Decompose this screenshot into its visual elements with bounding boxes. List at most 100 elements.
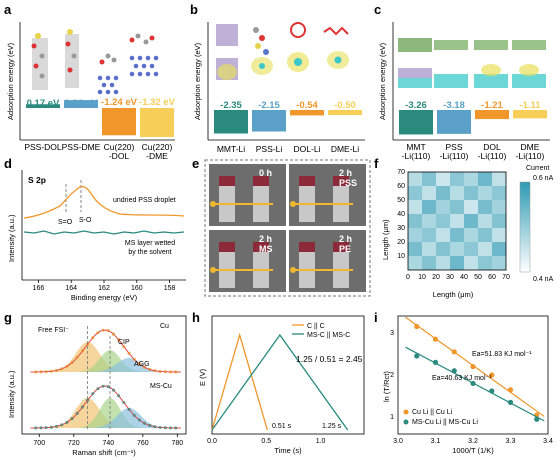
i-legend-cu: Cu Li || Cu Li (412, 409, 453, 416)
d-peak-s-eq-o: S=O (58, 219, 73, 226)
bar-2 (475, 110, 509, 120)
f-cell (408, 172, 422, 186)
a-molecule-pss-dol (31, 33, 48, 90)
f-xtick-0: 0 (406, 274, 410, 281)
e-photos: 0 h 2 h PSS 2 h MS 2 h PE (209, 164, 366, 292)
i-point-1-2 (451, 368, 457, 374)
panel-label-a: a (4, 2, 12, 17)
f-cell (422, 172, 436, 186)
bar-0 (214, 110, 248, 134)
d-xlabel: Binding energy (eV) (71, 293, 138, 302)
f-cell (436, 172, 450, 186)
bar-label-0: MMT-Li (217, 144, 245, 154)
d-tick-164: 164 (65, 285, 77, 292)
f-ytick-70: 70 (397, 169, 405, 176)
f-cell (408, 186, 422, 200)
h-ratio: 1.25 / 0.51 = 2.45 (296, 354, 363, 364)
h-xlabel: Time (s) (274, 446, 302, 455)
f-cell (478, 242, 492, 256)
c-slabs (398, 38, 546, 88)
i-point-0-2 (451, 349, 457, 355)
bar-value-0: -3.26 (405, 100, 427, 111)
f-cell (492, 200, 506, 214)
f-xtick-70: 70 (502, 274, 510, 281)
a-cu-slab (99, 33, 155, 65)
panel-a: a Adsorption energy (eV) 0.17 eVPSS-DOL0… (4, 2, 176, 161)
d-ticks: 166 164 162 160 158 (33, 280, 176, 292)
f-ytick-20: 20 (397, 239, 405, 246)
f-cell (450, 242, 464, 256)
bar-value-1: -2.15 (258, 100, 280, 111)
f-cell (492, 186, 506, 200)
bar-value-3: -0.50 (334, 100, 356, 111)
i-point-0-1 (432, 336, 439, 342)
d-legend-ms: MS layer wetted by the solvent (125, 240, 175, 256)
d-title: S 2p (28, 175, 46, 185)
e-photo-label-0: 0 h (259, 168, 272, 178)
h-line-c (211, 332, 268, 431)
i-point-1-5 (507, 399, 514, 405)
bar-2 (102, 108, 136, 136)
f-cell (436, 228, 450, 242)
i-ticks: 3.0 3.1 3.2 3.3 3.4 1 2 3 (390, 330, 553, 445)
f-colorbar-max: 0.6 nA (533, 175, 554, 182)
bar-label-0: MMT -Li(110) (402, 142, 431, 161)
f-cell (492, 256, 506, 270)
i-xtick-3.2: 3.2 (468, 438, 478, 445)
b-structures (216, 22, 349, 80)
f-colorbar-min: 0.4 nA (533, 276, 554, 283)
f-cell (492, 172, 506, 186)
g-tick-700: 700 (33, 440, 45, 447)
f-cell (422, 214, 436, 228)
i-xlabel: 1000/T (1/K) (452, 446, 494, 455)
g-species-free-fsi: Free FSI⁻ (38, 327, 69, 334)
b-bars: -2.35 MMT-Li -2.15 PSS-Li -0.54 DOL-Li -0.50 DM… (214, 100, 362, 154)
f-cell (478, 200, 492, 214)
i-point-0-4 (489, 372, 495, 378)
g-ylabel: Intensity (a.u.) (7, 370, 16, 418)
i-point-1-4 (489, 388, 495, 394)
panel-label-f: f (374, 156, 379, 171)
f-cell (478, 186, 492, 200)
bar-value-3: -1.11 (519, 100, 541, 111)
f-ytick-30: 30 (397, 225, 405, 232)
f-cell (408, 214, 422, 228)
f-cell (408, 200, 422, 214)
a-ylabel: Adsorption energy (eV) (6, 42, 15, 120)
f-cell (450, 172, 464, 186)
d-tick-162: 162 (98, 285, 110, 292)
i-point-1-6 (534, 416, 540, 422)
h-tick-0.5: 0.5 (261, 438, 271, 445)
bar-3 (513, 110, 547, 119)
panel-b: b Adsorption energy (eV) -2.35 MMT-Li -2.1… (190, 2, 365, 154)
g-tick-780: 780 (172, 440, 184, 447)
f-ytick-10: 10 (397, 253, 405, 260)
i-ytick-3: 3 (390, 330, 394, 337)
c-ylabel: Adsorption energy (eV) (378, 42, 387, 120)
bar-label-0: PSS-DOL (24, 142, 62, 152)
f-heatmap (407, 171, 507, 271)
f-xtick-40: 40 (460, 274, 468, 281)
bar-3 (328, 110, 362, 115)
panel-label-c: c (374, 2, 381, 17)
f-cell (408, 242, 422, 256)
d-peak-s-o: S-O (79, 217, 92, 224)
bar-label-1: PSS-Li (256, 144, 283, 154)
g-sample-cu: Cu (160, 323, 169, 330)
i-point-0-3 (470, 363, 476, 370)
g-species-cip: CIP (118, 339, 130, 346)
g-ticks: 700 720 740 760 780 (33, 434, 183, 447)
bar-label-1: PSS -Li(110) (440, 142, 469, 161)
bar-value-2: -1.21 (481, 100, 503, 111)
g-tick-760: 760 (137, 440, 149, 447)
f-cell (492, 242, 506, 256)
bar-label-1: PSS-DME (62, 142, 101, 152)
f-ticks: 0 10 20 30 40 50 60 70 10 20 30 40 50 60 70 (397, 169, 510, 281)
f-cell (408, 256, 422, 270)
panel-e: e 0 h 2 h PSS 2 h MS 2 h PE (192, 156, 371, 297)
panel-h: h E (V) Time (s) 0.0 0.5 1.0 C || C MS-C |… (192, 310, 365, 455)
f-xtick-50: 50 (474, 274, 482, 281)
i-ea-cu: Ea=51.83 KJ mol⁻¹ (472, 351, 532, 358)
i-point-1-3 (470, 380, 476, 387)
bar-value-2: -1.24 eV (101, 97, 138, 108)
